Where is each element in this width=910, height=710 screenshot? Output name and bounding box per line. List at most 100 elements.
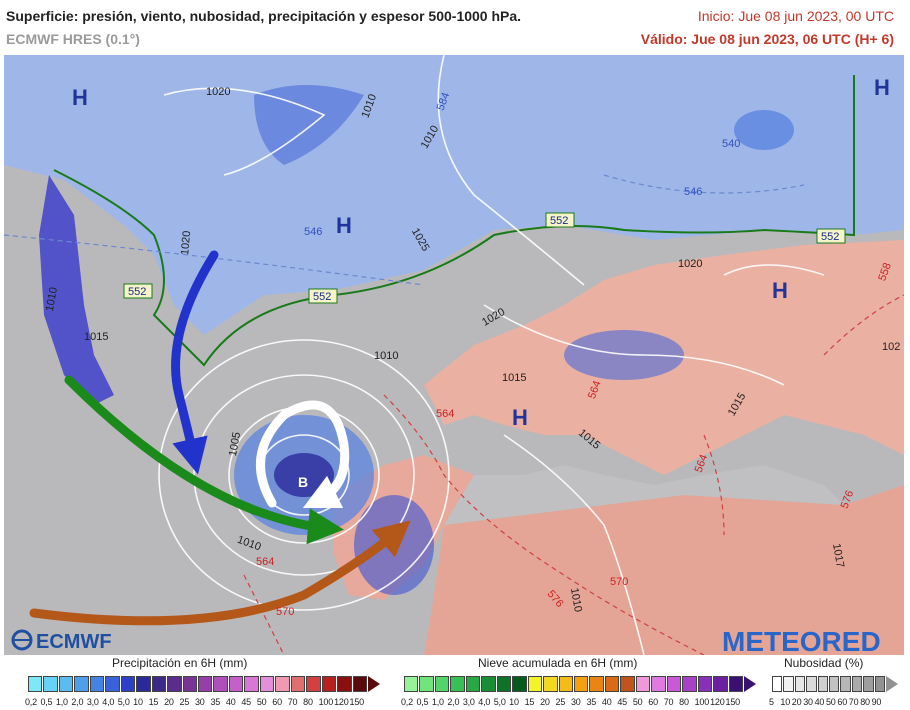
pressure-center-label: H — [72, 85, 88, 110]
legend-swatch — [43, 676, 58, 692]
legend-label: 100 — [318, 697, 334, 707]
legend-label: 5 — [769, 697, 774, 707]
isobar-label: 1020 — [179, 230, 193, 255]
legend-swatch — [635, 676, 651, 692]
legend-label: 150 — [725, 697, 741, 707]
thickness-label: 564 — [436, 408, 454, 420]
isobar-label: 1010 — [374, 350, 398, 362]
thickness-label: 564 — [586, 379, 604, 400]
precip-north — [254, 85, 364, 165]
valid-time: Válido: Jue 08 jun 2023, 06 UTC (H+ 6) — [640, 31, 894, 47]
precip-legend-title: Precipitación en 6H (mm) — [112, 656, 248, 670]
legend-swatch — [434, 676, 450, 692]
arrow-blue — [171, 250, 219, 475]
arrow-green — [64, 375, 344, 545]
weather-map[interactable]: H H H H H B 1020 1020 1010 1005 1010 101… — [4, 55, 904, 655]
legend-swatch — [120, 676, 136, 692]
legend-label: 5,0 — [117, 697, 130, 707]
legend-label: 35 — [586, 697, 597, 707]
pressure-center-label: H — [772, 278, 788, 303]
legend-swatch — [697, 676, 713, 692]
legend-label: 40 — [814, 697, 825, 707]
legend-label: 4,0 — [478, 697, 491, 707]
legend-swatch — [465, 676, 481, 692]
legend-label: 25 — [555, 697, 566, 707]
thickness-label: 552 — [128, 286, 146, 298]
legend-label: 60 — [272, 697, 282, 707]
isobar-label: 1010 — [568, 587, 584, 613]
thickness-label: 552 — [821, 231, 839, 243]
legend-label: 45 — [617, 697, 627, 707]
legend-swatch — [290, 676, 306, 692]
legend-swatch — [151, 676, 167, 692]
legend-label: 35 — [210, 697, 221, 707]
isobar-label: 1020 — [678, 258, 702, 270]
legend-swatch — [651, 676, 666, 692]
legend-label: 70 — [287, 697, 298, 707]
legend-swatch — [198, 676, 213, 692]
precip-east — [734, 110, 794, 150]
legend-swatch — [28, 676, 43, 692]
legend-swatch — [337, 676, 352, 692]
legend-label: 15 — [148, 697, 159, 707]
header-subtitle: ECMWF HRES (0.1°) — [6, 31, 140, 47]
land-africa — [424, 485, 904, 655]
legend-label: 2,0 — [447, 697, 460, 707]
legend-label: 30 — [195, 697, 205, 707]
thickness-label: 570 — [276, 606, 294, 618]
legend-swatch — [772, 676, 783, 692]
cloud-legend-title: Nubosidad (%) — [784, 656, 864, 670]
legend-label: 0,2 — [401, 697, 413, 707]
legend-arrow-icon — [368, 676, 380, 692]
meteored-logo: METEORED — [722, 626, 881, 655]
pressure-center-label: H — [512, 405, 528, 430]
thickness-label: 558 — [876, 261, 894, 282]
thickness-label: 552 — [550, 215, 568, 227]
legend-swatch — [275, 676, 290, 692]
legend-swatch — [244, 676, 259, 692]
legend-swatch — [481, 676, 496, 692]
thickness-label: 584 — [435, 91, 453, 112]
legend-swatch — [74, 676, 89, 692]
legend-swatch — [682, 676, 697, 692]
legend-swatch — [213, 676, 228, 692]
legend-swatch — [829, 676, 840, 692]
pressure-center-label: B — [298, 474, 308, 490]
thickness-box — [308, 288, 338, 304]
legend-label: 80 — [860, 697, 870, 707]
legend-label: 0,5 — [40, 697, 53, 707]
legend-swatch — [136, 676, 151, 692]
isobar-label: 1020 — [206, 86, 230, 98]
legend-label: 70 — [663, 697, 674, 707]
legend-label: 60 — [648, 697, 658, 707]
legend-label: 0,2 — [25, 697, 37, 707]
legend-swatch — [512, 676, 527, 692]
arrow-white-cyclonic — [256, 400, 350, 509]
legend-label: 100 — [694, 697, 710, 707]
legend-label: 90 — [871, 697, 882, 707]
thickness-blue-lines — [4, 174, 805, 286]
legend-swatch — [182, 676, 197, 692]
legend-swatch — [604, 676, 620, 692]
snow-legend-title: Nieve acumulada en 6H (mm) — [478, 656, 638, 670]
thickness-box — [816, 228, 846, 244]
legend-swatch — [863, 676, 874, 692]
legend-swatch — [817, 676, 828, 692]
legend-swatch — [105, 676, 120, 692]
legend-swatch — [574, 676, 589, 692]
thickness-552-line — [53, 75, 855, 367]
thickness-label: 570 — [610, 576, 628, 588]
legend-label: 45 — [241, 697, 251, 707]
legend-swatch — [851, 676, 863, 692]
legend-swatch — [713, 676, 728, 692]
legend-label: 120 — [710, 697, 725, 707]
legend-label: 80 — [303, 697, 313, 707]
thickness-label: 564 — [256, 556, 274, 568]
header-title: Superficie: presión, viento, nubosidad, … — [6, 8, 522, 24]
legend-label: 20 — [164, 697, 174, 707]
legend-swatch — [404, 676, 419, 692]
legend-label: 50 — [826, 697, 836, 707]
legend-label: 0,5 — [416, 697, 429, 707]
legend-swatch — [589, 676, 604, 692]
legend-swatch — [58, 676, 74, 692]
